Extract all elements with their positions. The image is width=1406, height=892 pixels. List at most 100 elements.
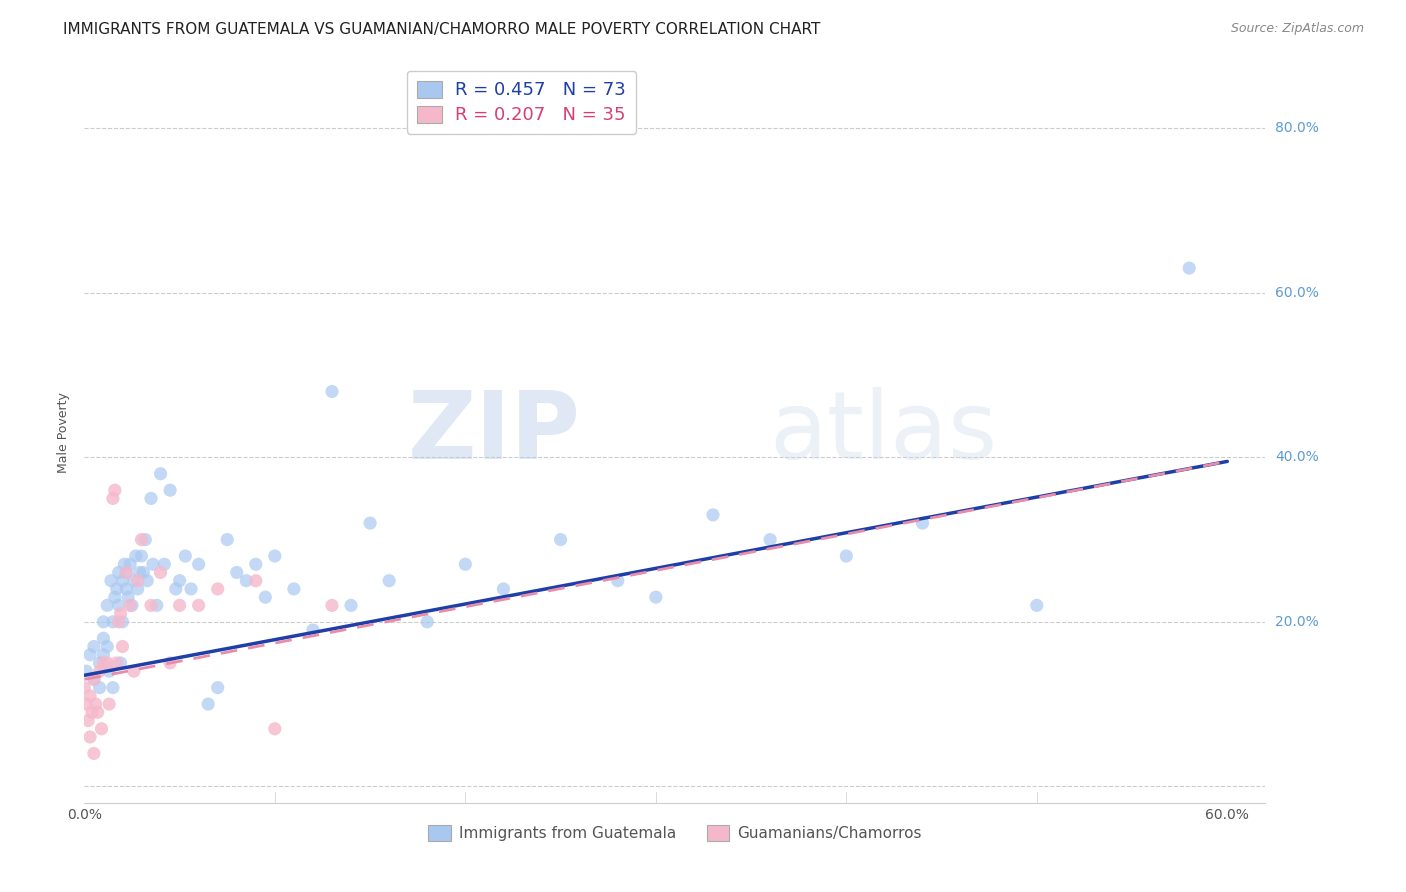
Point [96,656,118,670]
Point [73,681,96,695]
Point [180,582,202,596]
Point [132,566,155,580]
Point [169,574,191,588]
Point [93,615,115,629]
Text: Source: ZipAtlas.com: Source: ZipAtlas.com [1230,22,1364,36]
Point [207,681,229,695]
Point [149,467,172,481]
Text: ZIP: ZIP [408,386,581,479]
Point [159,483,181,498]
Point [89,656,111,670]
Point [454,558,477,572]
Point [122,664,145,678]
Point [159,656,181,670]
Point [75,697,97,711]
Point [254,590,277,604]
Point [139,491,162,506]
Point [120,558,142,572]
Point [83,747,105,761]
Point [145,599,167,613]
Point [86,706,108,720]
Point [77,714,100,728]
Text: 20.0%: 20.0% [1275,615,1319,629]
Point [127,574,149,588]
Point [104,483,127,498]
Legend: Immigrants from Guatemala, Guamanians/Chamorros: Immigrants from Guatemala, Guamanians/Ch… [422,819,928,847]
Point [1178,261,1201,276]
Point [105,582,128,596]
Point [115,582,138,596]
Point [302,623,325,637]
Point [263,549,285,563]
Point [644,590,666,604]
Point [112,558,135,572]
Point [169,599,191,613]
Point [702,508,724,522]
Point [107,599,129,613]
Point [100,574,122,588]
Point [235,574,257,588]
Point [105,656,128,670]
Point [187,558,209,572]
Point [187,599,209,613]
Point [217,533,239,547]
Point [416,615,439,629]
Point [340,599,363,613]
Point [606,574,628,588]
Point [83,673,105,687]
Text: 40.0%: 40.0% [1275,450,1319,465]
Point [117,590,139,604]
Point [1025,599,1047,613]
Point [122,574,145,588]
Point [835,549,858,563]
Point [111,574,134,588]
Point [911,516,934,530]
Point [378,574,401,588]
Point [263,722,285,736]
Point [110,656,132,670]
Point [101,615,124,629]
Text: IMMIGRANTS FROM GUATEMALA VS GUAMANIAN/CHAMORRO MALE POVERTY CORRELATION CHART: IMMIGRANTS FROM GUATEMALA VS GUAMANIAN/C… [63,22,821,37]
Point [79,648,101,662]
Point [321,384,343,399]
Point [83,673,105,687]
Point [134,533,156,547]
Point [245,574,267,588]
Point [83,640,105,654]
Point [80,706,103,720]
Point [93,648,115,662]
Point [93,632,115,646]
Point [153,558,176,572]
Point [149,566,172,580]
Text: atlas: atlas [769,386,998,479]
Point [89,681,111,695]
Text: 80.0%: 80.0% [1275,121,1319,136]
Point [492,582,515,596]
Point [111,615,134,629]
Point [104,590,127,604]
Point [101,491,124,506]
Point [128,566,150,580]
Point [84,697,107,711]
Text: 60.0%: 60.0% [1275,285,1319,300]
Point [110,607,132,621]
Point [759,533,782,547]
Point [98,697,121,711]
Point [98,664,121,678]
Point [321,599,343,613]
Point [111,640,134,654]
Point [359,516,381,530]
Point [101,681,124,695]
Point [136,574,159,588]
Point [107,615,129,629]
Point [125,549,148,563]
Point [139,599,162,613]
Point [107,566,129,580]
Point [120,599,142,613]
Point [89,664,111,678]
Point [165,582,187,596]
Point [93,656,115,670]
Point [115,566,138,580]
Point [245,558,267,572]
Point [283,582,305,596]
